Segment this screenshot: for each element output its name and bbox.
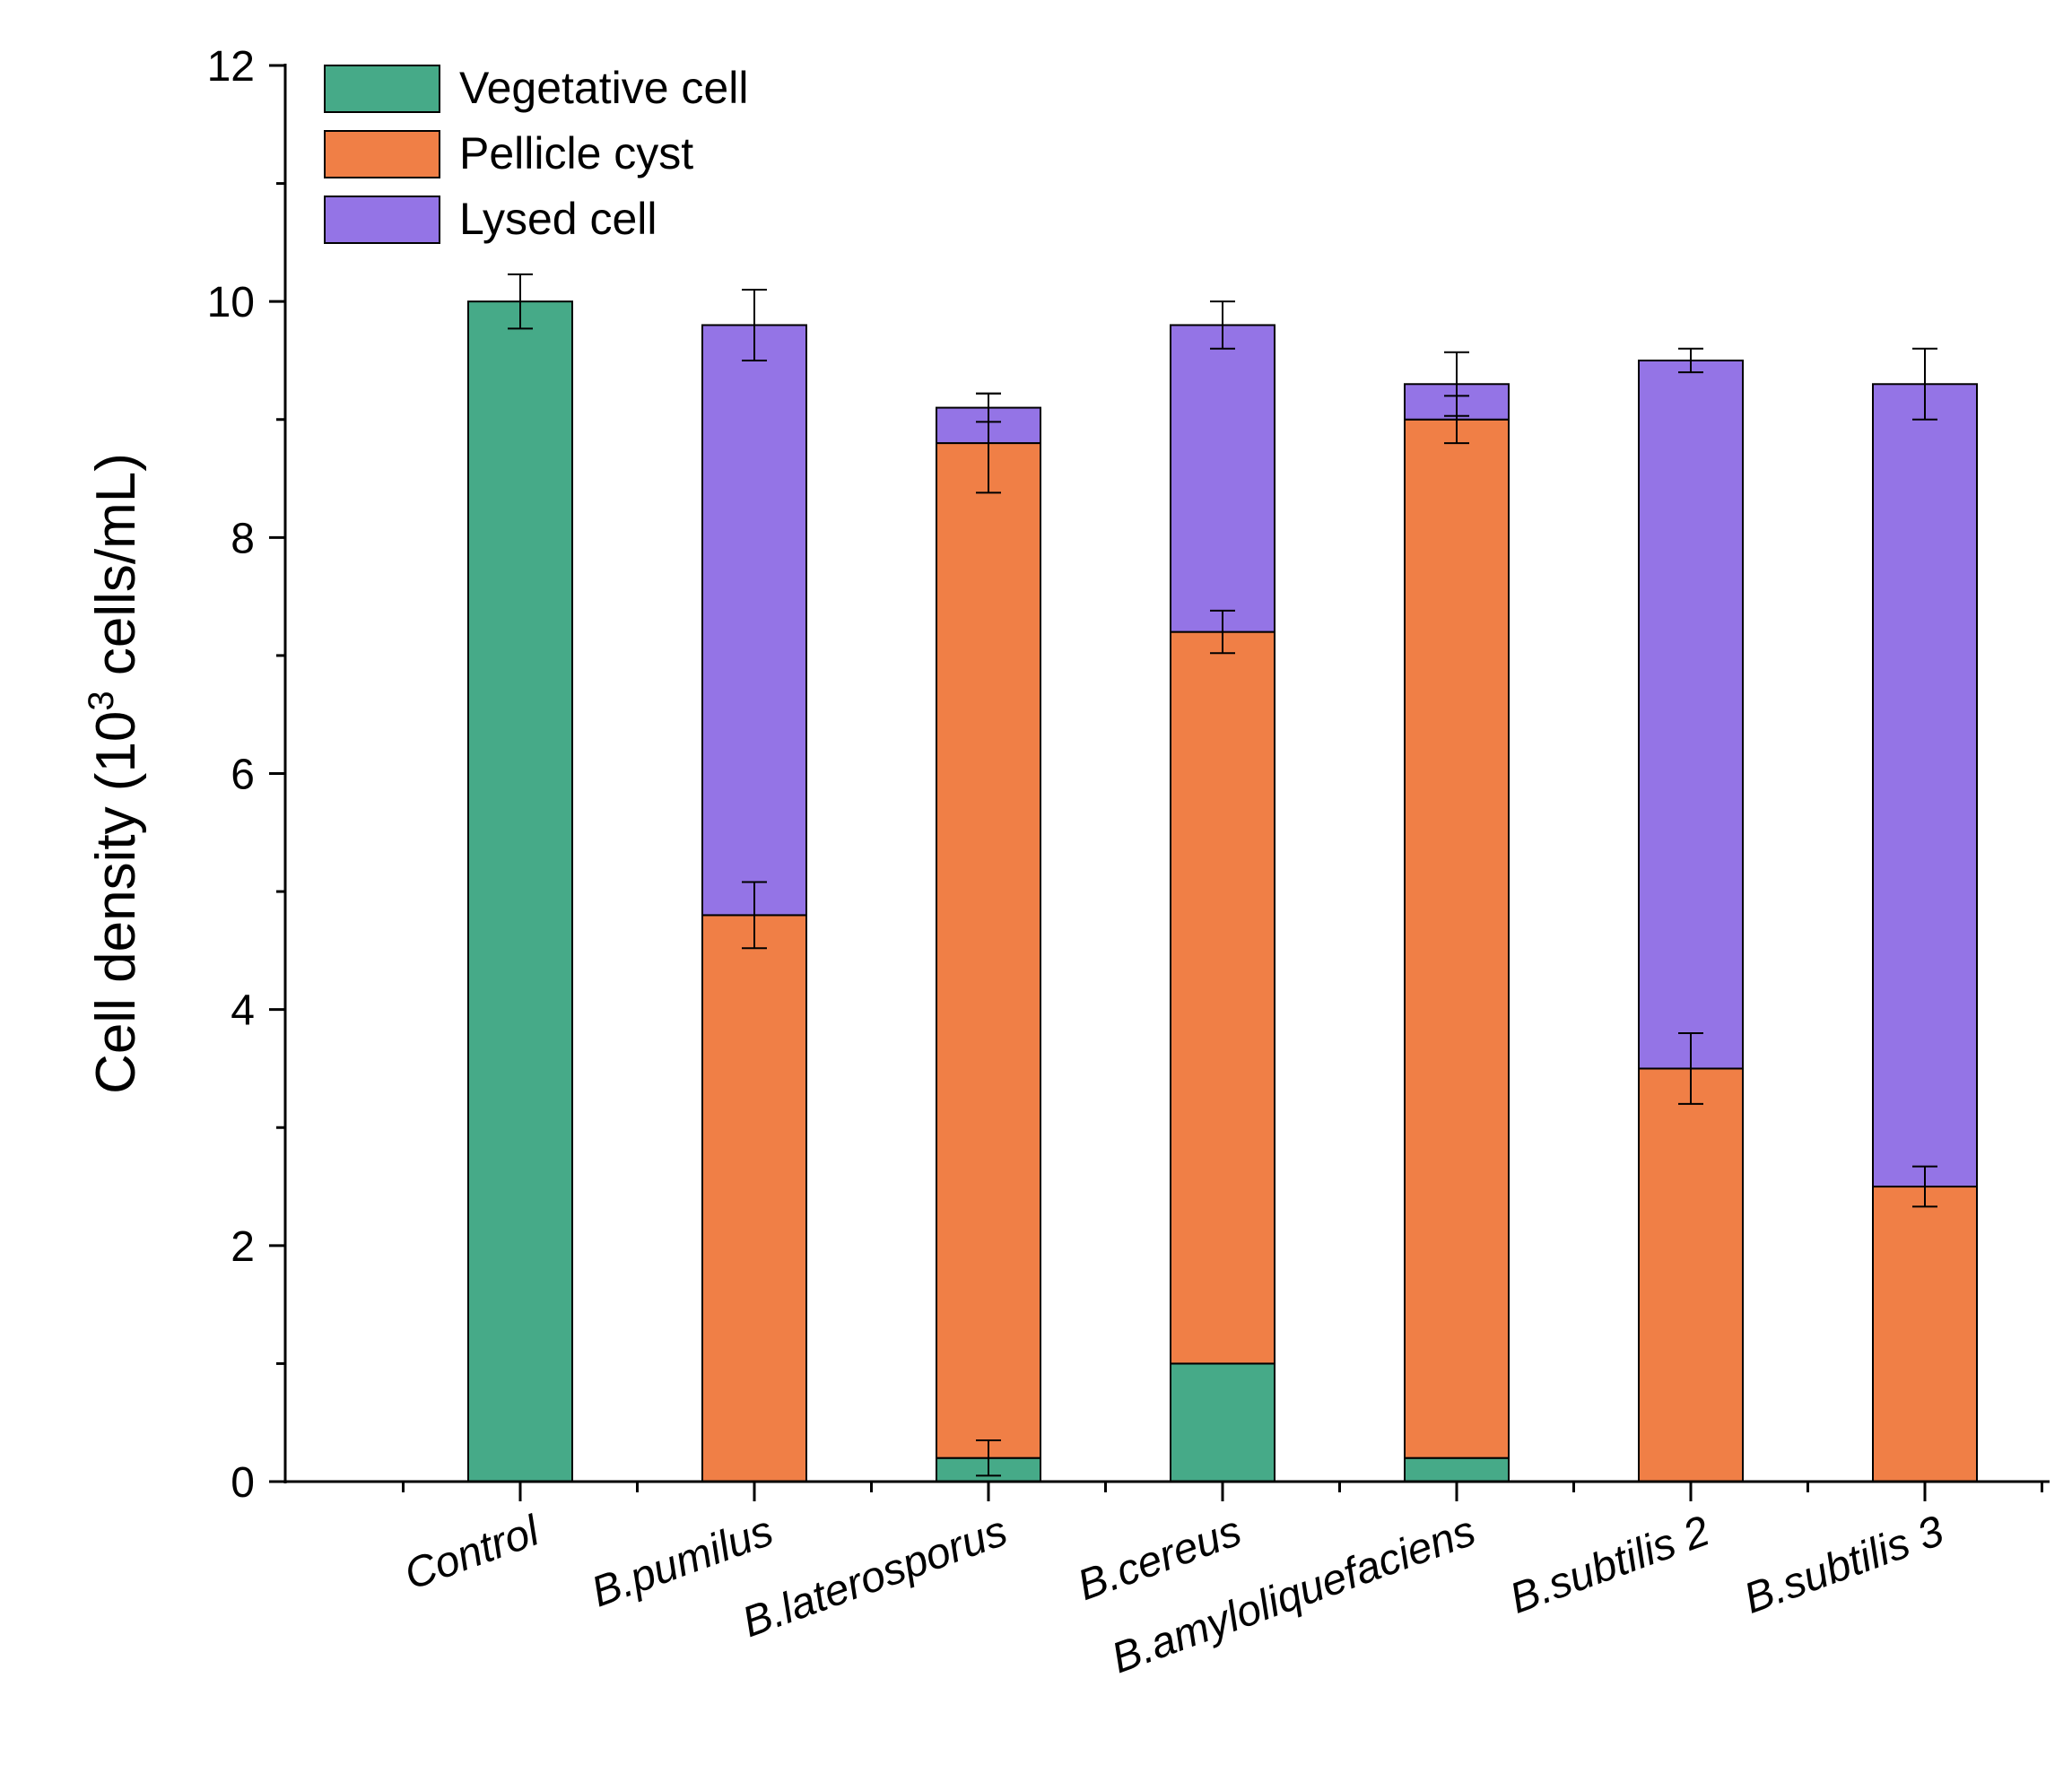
- error-bar-B.cereus-Pellicle cyst: [1210, 609, 1235, 655]
- y-tick-label: 2: [231, 1223, 255, 1271]
- error-bar-B.subtilis 3-Lysed cell: [1912, 347, 1937, 421]
- error-bar-B.pumilus-Pellicle cyst: [742, 881, 767, 950]
- bar-B.cereus-Pellicle cyst: [1170, 630, 1275, 1365]
- error-bars-layer: [508, 273, 1937, 1477]
- bar-B.pumilus-Pellicle cyst: [701, 914, 807, 1482]
- y-tick-label: 0: [231, 1459, 255, 1507]
- y-tick-label: 10: [207, 279, 255, 326]
- y-axis-title: Cell density (103 cells/mL): [82, 453, 147, 1094]
- legend-swatch-Lysed cell: [324, 196, 440, 244]
- bar-Control-Vegetative cell: [467, 300, 573, 1483]
- axes-layer: [269, 64, 2050, 1501]
- bar-B.cereus-Lysed cell: [1170, 324, 1275, 633]
- x-tick-label: B.subtilis 3: [1738, 1507, 1951, 1622]
- bar-B.pumilus-Lysed cell: [701, 324, 807, 917]
- y-tick-label: 8: [231, 515, 255, 562]
- error-bar-B.laterosporus-Lysed cell: [976, 392, 1001, 423]
- legend-label: Lysed cell: [459, 194, 657, 244]
- y-tick-label: 4: [231, 987, 255, 1035]
- error-bar-B.laterosporus-Vegetative cell: [976, 1439, 1001, 1477]
- bar-B.subtilis 2-Pellicle cyst: [1638, 1067, 1744, 1483]
- bar-B.subtilis 3-Pellicle cyst: [1872, 1186, 1978, 1482]
- x-tick-label: B.laterosporus: [736, 1508, 1014, 1648]
- y-tick-label: 6: [231, 752, 255, 799]
- bar-B.subtilis 2-Lysed cell: [1638, 359, 1744, 1070]
- legend-label: Pellicle cyst: [459, 128, 693, 178]
- error-bar-B.cereus-Lysed cell: [1210, 300, 1235, 350]
- error-bar-B.subtilis 3-Pellicle cyst: [1912, 1165, 1937, 1208]
- error-bar-B.subtilis 2-Pellicle cyst: [1678, 1031, 1703, 1105]
- legend-swatch-Pellicle cyst: [324, 130, 440, 178]
- bar-B.laterosporus-Pellicle cyst: [936, 442, 1041, 1459]
- bars-layer: [467, 300, 1978, 1483]
- bar-B.cereus-Vegetative cell: [1170, 1362, 1275, 1482]
- y-tick-label: 12: [207, 43, 255, 91]
- legend-label: Vegetative cell: [459, 63, 748, 113]
- x-tick-label: B.cereus: [1072, 1508, 1248, 1611]
- error-bar-B.subtilis 2-Lysed cell: [1678, 347, 1703, 374]
- bar-B.amyloliquefaciens-Vegetative cell: [1404, 1456, 1510, 1483]
- x-tick-label: B.subtilis 2: [1504, 1508, 1716, 1623]
- error-bar-Control-Vegetative cell: [508, 273, 533, 330]
- bar-B.amyloliquefaciens-Pellicle cyst: [1404, 418, 1510, 1459]
- legend: Vegetative cell Pellicle cyst Lysed cell: [324, 63, 748, 244]
- legend-swatch-Vegetative cell: [324, 65, 440, 113]
- x-tick-label: Control: [398, 1507, 546, 1599]
- bar-B.subtilis 3-Lysed cell: [1872, 383, 1978, 1188]
- error-bar-B.pumilus-Lysed cell: [742, 289, 767, 361]
- error-bar-B.amyloliquefaciens-Lysed cell: [1444, 351, 1469, 417]
